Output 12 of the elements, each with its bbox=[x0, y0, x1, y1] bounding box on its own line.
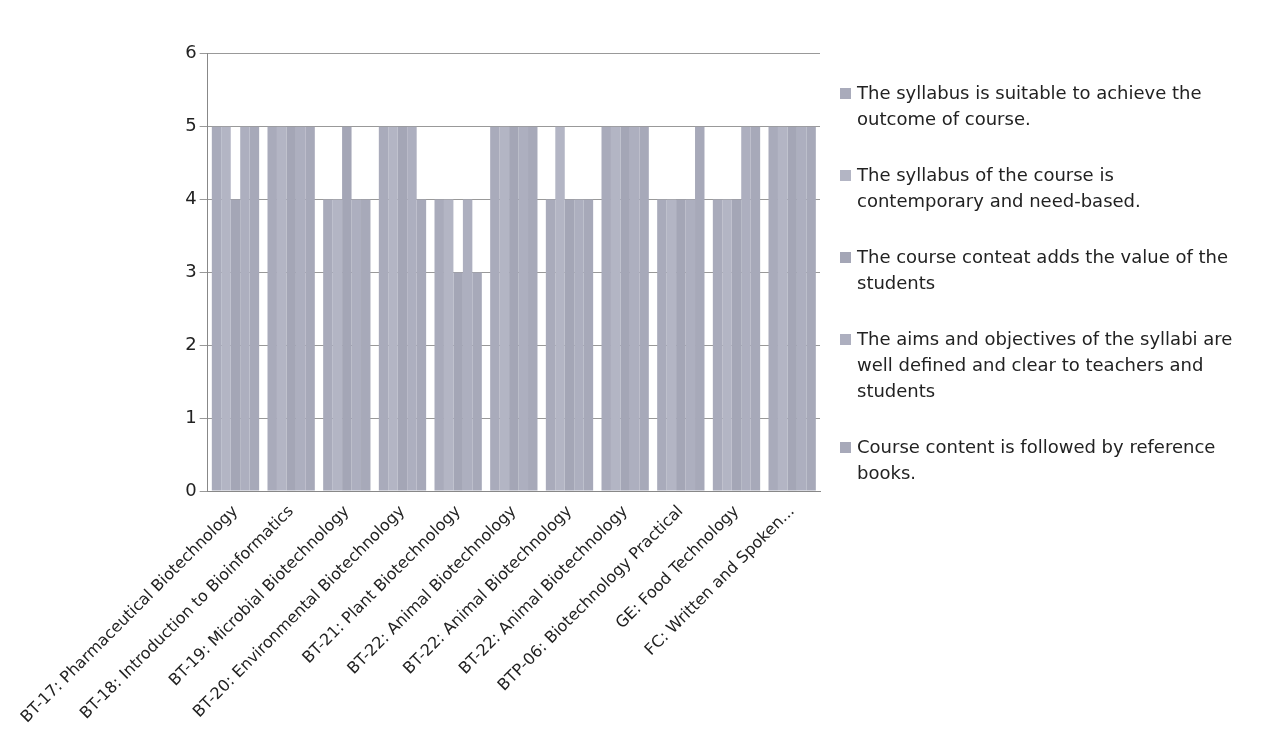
legend-label: The course conteat adds the value of the students bbox=[857, 245, 1230, 295]
y-tick-label: 2 bbox=[185, 333, 197, 354]
y-tick-label: 4 bbox=[185, 187, 197, 209]
y-tick-label: 3 bbox=[185, 260, 197, 282]
legend-label: Course content is followed by reference books. bbox=[857, 435, 1217, 485]
legend-label: The syllabus is suitable to achieve the outcome of course. bbox=[857, 81, 1203, 131]
y-tick-label: 6 bbox=[185, 41, 197, 63]
legend-label: The syllabus of the course is contemporary and need-based. bbox=[857, 163, 1142, 213]
y-tick-label: 5 bbox=[185, 114, 197, 136]
y-tick-label: 1 bbox=[185, 405, 197, 427]
y-tick-label: 0 bbox=[185, 478, 197, 500]
legend-label: The aims and objectives of the syllabi are well defined and clear to teachers and students bbox=[857, 327, 1234, 403]
